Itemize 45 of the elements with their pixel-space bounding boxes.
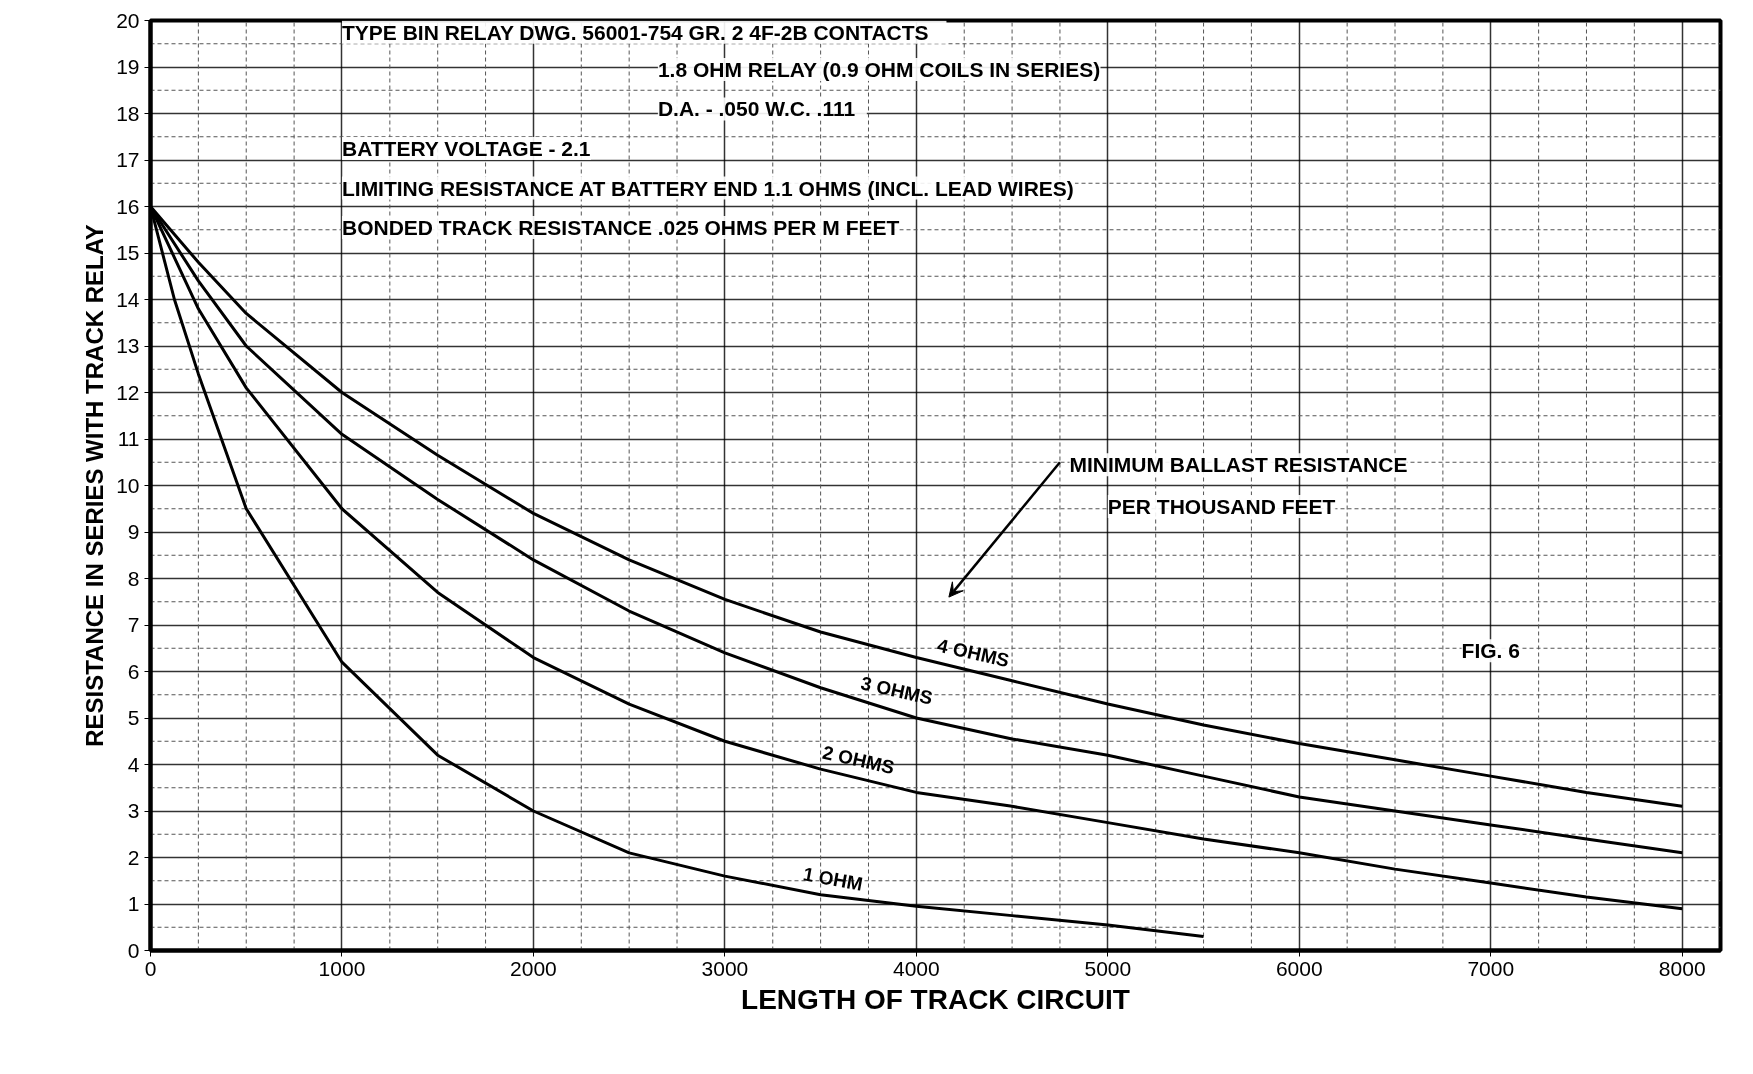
text: 2 OHMS — [820, 741, 897, 779]
y-tick-label: 12 — [116, 380, 140, 404]
y-tick-label: 15 — [116, 241, 140, 264]
annotation: MINIMUM BALLAST RESISTANCE — [1069, 453, 1408, 477]
annotation: TYPE BIN RELAY DWG. 56001-754 GR. 2 4F-2B CONTACTS — [341, 20, 929, 44]
annotation: 1.8 OHM RELAY (0.9 OHM COILS IN SERIES) — [657, 57, 1101, 81]
text: 1 OHM — [801, 863, 865, 895]
x-axis-title: LENGTH OF TRACK CIRCUIT — [741, 983, 1130, 1015]
y-tick-label: 4 — [127, 752, 140, 776]
y-tick-label: 14 — [116, 287, 140, 311]
y-tick-label: 17 — [116, 148, 140, 171]
y-tick-label: 3 — [127, 799, 140, 822]
x-tick-label: 6000 — [1275, 956, 1323, 980]
y-tick-label: 6 — [127, 659, 140, 683]
x-tick-label: 1000 — [318, 956, 366, 980]
y-tick-label: 5 — [127, 706, 140, 729]
x-tick-label: 3000 — [701, 956, 749, 980]
x-tick-label: 2000 — [510, 956, 557, 980]
x-tick-label: 4000 — [893, 956, 940, 980]
x-tick-label: 0 — [144, 956, 157, 980]
annotation: FIG. 6 — [1461, 639, 1520, 663]
y-tick-label: 9 — [127, 520, 140, 543]
y-tick-label: 19 — [116, 55, 140, 78]
y-axis-title: RESISTANCE IN SERIES WITH TRACK RELAY — [81, 224, 109, 747]
text: 4 OHMS — [935, 634, 1012, 672]
x-tick-label: 5000 — [1084, 956, 1132, 980]
x-tick-label: 8000 — [1658, 956, 1706, 980]
y-tick-label: 20 — [116, 8, 140, 32]
annotation: D.A. - .050 W.C. .111 — [657, 97, 856, 121]
annotation: BATTERY VOLTAGE - 2.1 — [341, 137, 591, 160]
y-tick-label: 10 — [116, 473, 140, 497]
y-tick-label: 1 — [127, 892, 140, 915]
y-tick-label: 13 — [116, 334, 140, 357]
y-tick-label: 7 — [127, 613, 140, 636]
x-tick-label: 7000 — [1467, 956, 1515, 980]
y-tick-label: 18 — [116, 101, 140, 125]
y-tick-label: 11 — [117, 427, 140, 450]
y-tick-label: 8 — [127, 566, 140, 590]
y-tick-label: 0 — [127, 938, 140, 962]
y-tick-label: 2 — [127, 845, 140, 869]
y-tick-label: 16 — [116, 194, 140, 218]
annotation: BONDED TRACK RESISTANCE .025 OHMS PER M FEET — [341, 216, 900, 240]
text: 3 OHMS — [858, 672, 935, 709]
annotation: LIMITING RESISTANCE AT BATTERY END 1.1 OHMS (INCL. LEAD WIRES) — [341, 176, 1074, 200]
annotation: PER THOUSAND FEET — [1107, 495, 1336, 519]
